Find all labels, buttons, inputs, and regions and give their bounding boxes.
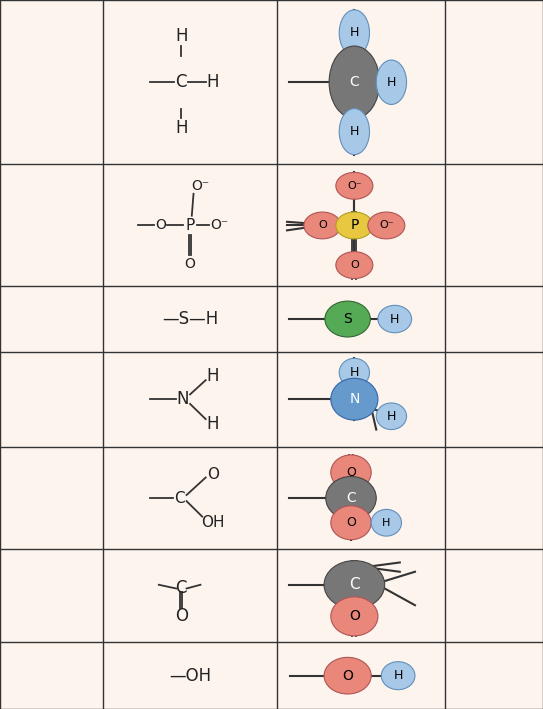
Text: S: S	[343, 312, 352, 326]
Ellipse shape	[331, 506, 371, 540]
Text: H: H	[350, 26, 359, 40]
Text: H: H	[206, 367, 219, 386]
Ellipse shape	[331, 455, 371, 490]
Text: C: C	[346, 491, 356, 505]
Text: H: H	[394, 669, 403, 682]
Text: P: P	[185, 218, 195, 233]
Text: H: H	[387, 76, 396, 89]
Text: O: O	[155, 218, 166, 233]
Ellipse shape	[324, 561, 384, 609]
Ellipse shape	[339, 108, 370, 155]
Text: O⁻: O⁻	[347, 181, 362, 191]
Text: H: H	[175, 119, 188, 138]
Ellipse shape	[331, 597, 378, 636]
Ellipse shape	[376, 403, 407, 430]
Text: O: O	[346, 516, 356, 529]
Text: O: O	[175, 608, 188, 625]
Text: H: H	[206, 415, 219, 433]
Text: O: O	[185, 257, 195, 272]
Text: C: C	[175, 579, 187, 598]
Text: P: P	[350, 218, 358, 233]
Text: O⁻: O⁻	[379, 220, 394, 230]
Text: —S—H: —S—H	[162, 310, 218, 328]
Ellipse shape	[376, 60, 407, 104]
Ellipse shape	[339, 10, 370, 56]
Text: H: H	[206, 73, 219, 91]
Text: C: C	[174, 491, 185, 506]
Text: —OH: —OH	[169, 666, 211, 685]
Text: N: N	[177, 390, 190, 408]
Text: C: C	[350, 75, 359, 89]
Ellipse shape	[336, 172, 373, 199]
Text: H: H	[350, 366, 359, 379]
Ellipse shape	[329, 46, 380, 118]
Text: H: H	[390, 313, 400, 325]
Ellipse shape	[339, 358, 370, 387]
Ellipse shape	[368, 212, 405, 239]
Text: H: H	[175, 27, 188, 45]
Text: O: O	[318, 220, 327, 230]
Text: H: H	[382, 518, 390, 527]
Text: O⁻: O⁻	[191, 179, 210, 194]
Text: O⁻: O⁻	[211, 218, 229, 233]
Ellipse shape	[336, 212, 373, 239]
Text: H: H	[387, 410, 396, 423]
Ellipse shape	[371, 509, 401, 536]
Ellipse shape	[381, 661, 415, 690]
Ellipse shape	[324, 657, 371, 694]
Text: O: O	[349, 609, 360, 623]
Ellipse shape	[325, 301, 370, 337]
Ellipse shape	[326, 476, 376, 520]
Text: O: O	[207, 467, 219, 482]
Text: O: O	[342, 669, 353, 683]
Ellipse shape	[331, 379, 378, 420]
Ellipse shape	[378, 306, 412, 333]
Text: OH: OH	[201, 515, 224, 530]
Text: C: C	[349, 577, 359, 592]
Text: O: O	[350, 260, 359, 270]
Text: O: O	[346, 466, 356, 479]
Text: N: N	[349, 392, 359, 406]
Text: H: H	[350, 125, 359, 138]
Ellipse shape	[336, 252, 373, 279]
Text: C: C	[175, 73, 187, 91]
Ellipse shape	[304, 212, 341, 239]
